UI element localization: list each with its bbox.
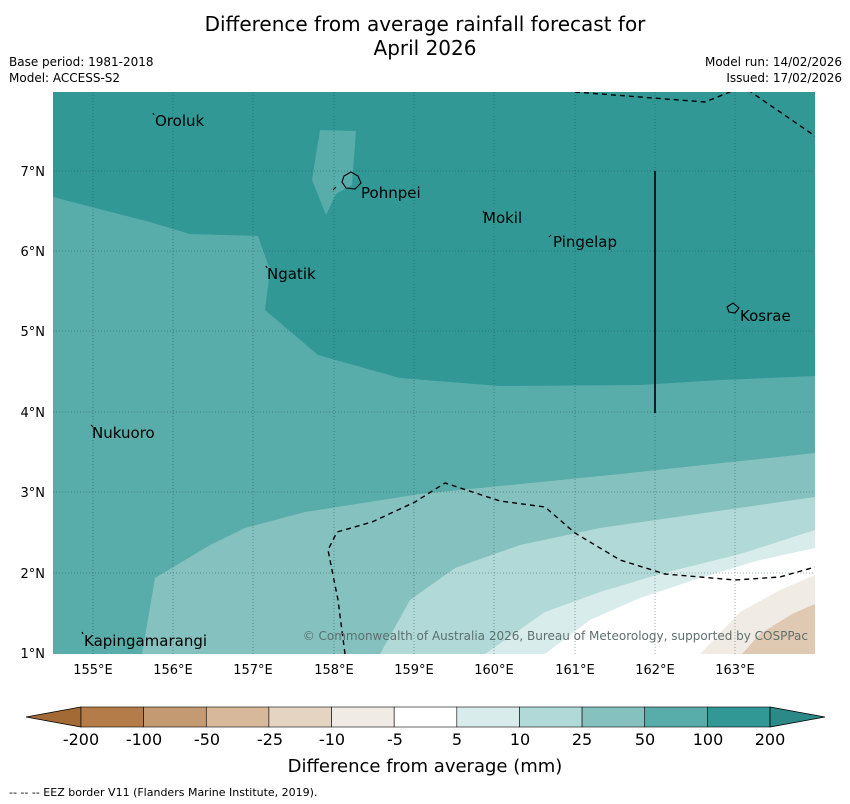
lon-tick-label: 155°E [73,663,113,678]
map-title: Difference from average rainfall forecas… [0,12,850,60]
colorbar-tick-label: -100 [126,730,162,749]
pohnpei-islet [332,186,337,191]
lat-tick-label: 1°N [21,647,46,662]
issued-date: Issued: 17/02/2026 [726,71,842,85]
lat-tick-label: 4°N [21,406,46,421]
colorbar-tick-label: -50 [194,730,220,749]
nukuoro-dot [90,424,94,428]
lon-tick-label: 160°E [474,663,514,678]
base-period: Base period: 1981-2018 [9,55,154,69]
band-50-100-pohnpei [312,130,356,215]
title-line-2: April 2026 [373,36,477,60]
colorbar-segment [268,706,332,728]
island-outlines [81,112,740,635]
colorbar-tick-label: 200 [755,730,786,749]
title-line-1: Difference from average rainfall forecas… [204,12,646,36]
colorbar-segment [205,706,270,728]
eez-footnote: -- -- -- EEZ border V11 (Flanders Marine… [9,786,318,799]
colorbar-tick-label: 25 [572,730,592,749]
place-label: Mokil [483,209,522,227]
colorbar-segment [456,706,520,728]
band-100-200 [53,92,815,386]
place-label: Pohnpei [361,184,421,202]
ngatik-dot [265,265,268,269]
meta-left: Base period: 1981-2018 Model: ACCESS-S2 [9,54,154,86]
colorbar-title: Difference from average (mm) [288,756,563,777]
lon-tick-label: 158°E [314,663,354,678]
pingelap-dot [548,234,552,238]
longitude-axis: 155°E 156°E 157°E 158°E 159°E 160°E 161°… [73,663,755,678]
colorbar-tick-label: -25 [257,730,283,749]
lat-tick-label: 6°N [21,245,46,260]
mokil-dot [482,210,485,214]
lat-tick-label: 3°N [21,486,46,501]
colorbar-tick-label: 10 [510,730,530,749]
oroluk-dot [152,112,155,116]
colorbar-segment [393,706,458,728]
colorbar-segment [331,706,395,728]
meta-right: Model run: 14/02/2026 Issued: 17/02/2026 [705,54,842,86]
eez-border-north [574,92,732,103]
lat-tick-label: 5°N [21,325,46,340]
rainfall-bands [53,92,815,654]
colorbar-segment [519,706,583,728]
place-label: Oroluk [155,112,204,130]
model-name: Model: ACCESS-S2 [9,71,121,85]
kapingamarangi-dot [81,631,84,635]
colorbar-tick-label: 100 [693,730,724,749]
colorbar-tick-label: 50 [635,730,655,749]
place-label: Ngatik [267,265,316,283]
lat-tick-label: 7°N [21,165,46,180]
place-label: Kosrae [740,307,791,325]
colorbar-segment [80,706,144,728]
copyright-notice: © Commonwealth of Australia 2026, Bureau… [303,629,808,643]
pohnpei-outline [341,171,362,190]
colorbar-extend-high [769,706,826,728]
colorbar-extend-low [25,706,82,728]
lon-tick-label: 159°E [394,663,434,678]
model-run: Model run: 14/02/2026 [704,55,842,69]
gridlines [53,92,815,654]
colorbar-segment [581,706,646,728]
eez-border-northeast [749,92,815,137]
lon-tick-label: 161°E [555,663,595,678]
colorbar [25,706,826,728]
place-labels: Oroluk Pohnpei Mokil Pingelap Ngatik Kos… [84,112,791,650]
lon-tick-label: 156°E [153,663,193,678]
colorbar-tick-label: -200 [63,730,99,749]
colorbar-segment [644,706,708,728]
lon-tick-label: 162°E [635,663,675,678]
colorbar-tick-label: 5 [452,730,462,749]
band-minus-10-25 [742,604,815,654]
place-label: Nukuoro [92,424,155,442]
lon-tick-label: 157°E [233,663,273,678]
colorbar-segment [707,706,771,728]
colorbar-segment [143,706,207,728]
eez-border [327,92,815,654]
kosrae-outline [726,302,740,314]
colorbar-tick-label: -5 [387,730,403,749]
lat-tick-label: 2°N [21,567,46,582]
eez-border-south [327,482,815,654]
colorbar-tick-label: -10 [319,730,345,749]
place-label: Pingelap [553,233,617,251]
colorbar-labels: -200 -100 -50 -25 -10 -5 5 10 25 50 100 … [63,730,785,749]
lon-tick-label: 163°E [715,663,755,678]
latitude-axis: 1°N 2°N 3°N 4°N 5°N 6°N 7°N [21,165,46,662]
place-label: Kapingamarangi [84,632,207,650]
